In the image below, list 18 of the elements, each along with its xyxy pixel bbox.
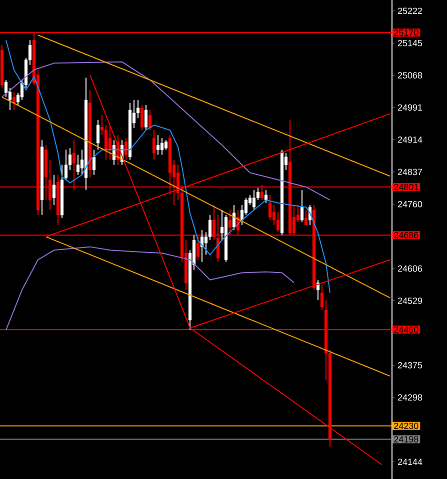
ref-line-label: 25170 <box>394 29 418 36</box>
ref-line-label: 24230 <box>394 422 418 430</box>
y-tick-label: 24144 <box>398 458 422 465</box>
y-tick-label: 24991 <box>398 104 422 111</box>
y-tick-label: 24760 <box>398 200 422 208</box>
y-tick-label: 24914 <box>398 136 422 143</box>
y-tick-label: 24606 <box>398 265 422 272</box>
ref-line-label: 24801 <box>394 184 418 190</box>
y-tick-label: 24837 <box>398 168 422 176</box>
y-tick-label: 24529 <box>398 298 422 304</box>
y-tick-label: 24298 <box>398 394 422 401</box>
y-tick-label: 25145 <box>398 40 422 46</box>
ref-line-label: 24686 <box>394 232 418 238</box>
y-tick-label: 25068 <box>398 72 422 78</box>
y-tick-label: 25222 <box>398 8 422 14</box>
ref-line-label: 24460 <box>394 326 418 333</box>
ref-line-label: 24198 <box>394 436 418 442</box>
y-tick-label: 24375 <box>398 362 422 368</box>
